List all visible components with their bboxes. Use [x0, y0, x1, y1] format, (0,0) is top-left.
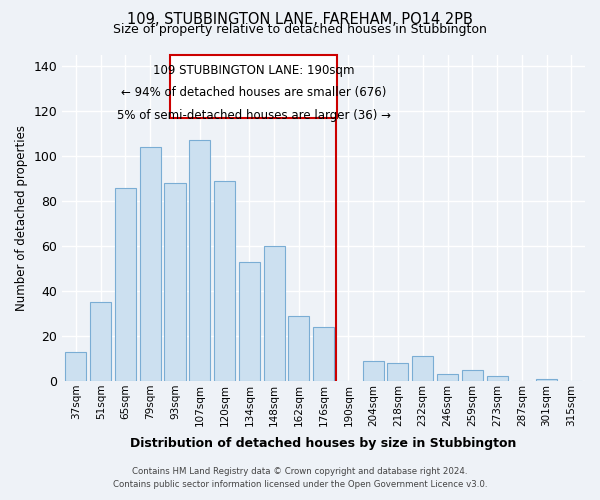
Text: 5% of semi-detached houses are larger (36) →: 5% of semi-detached houses are larger (3…	[116, 109, 391, 122]
Bar	[239, 262, 260, 381]
Bar	[388, 363, 409, 381]
Bar	[536, 378, 557, 381]
Bar	[214, 181, 235, 381]
Bar	[65, 352, 86, 381]
Bar	[164, 183, 185, 381]
X-axis label: Distribution of detached houses by size in Stubbington: Distribution of detached houses by size …	[130, 437, 517, 450]
Text: Size of property relative to detached houses in Stubbington: Size of property relative to detached ho…	[113, 22, 487, 36]
Bar	[115, 188, 136, 381]
Bar	[170, 55, 337, 118]
Bar	[437, 374, 458, 381]
Bar	[487, 376, 508, 381]
Bar	[289, 316, 310, 381]
Y-axis label: Number of detached properties: Number of detached properties	[15, 125, 28, 311]
Bar	[140, 147, 161, 381]
Text: 109 STUBBINGTON LANE: 190sqm: 109 STUBBINGTON LANE: 190sqm	[153, 64, 355, 77]
Bar	[412, 356, 433, 381]
Bar	[90, 302, 111, 381]
Bar	[362, 361, 384, 381]
Text: 109, STUBBINGTON LANE, FAREHAM, PO14 2PB: 109, STUBBINGTON LANE, FAREHAM, PO14 2PB	[127, 12, 473, 28]
Bar	[462, 370, 483, 381]
Bar	[313, 327, 334, 381]
Bar	[189, 140, 211, 381]
Text: ← 94% of detached houses are smaller (676): ← 94% of detached houses are smaller (67…	[121, 86, 386, 100]
Bar	[263, 246, 284, 381]
Text: Contains HM Land Registry data © Crown copyright and database right 2024.
Contai: Contains HM Land Registry data © Crown c…	[113, 468, 487, 489]
